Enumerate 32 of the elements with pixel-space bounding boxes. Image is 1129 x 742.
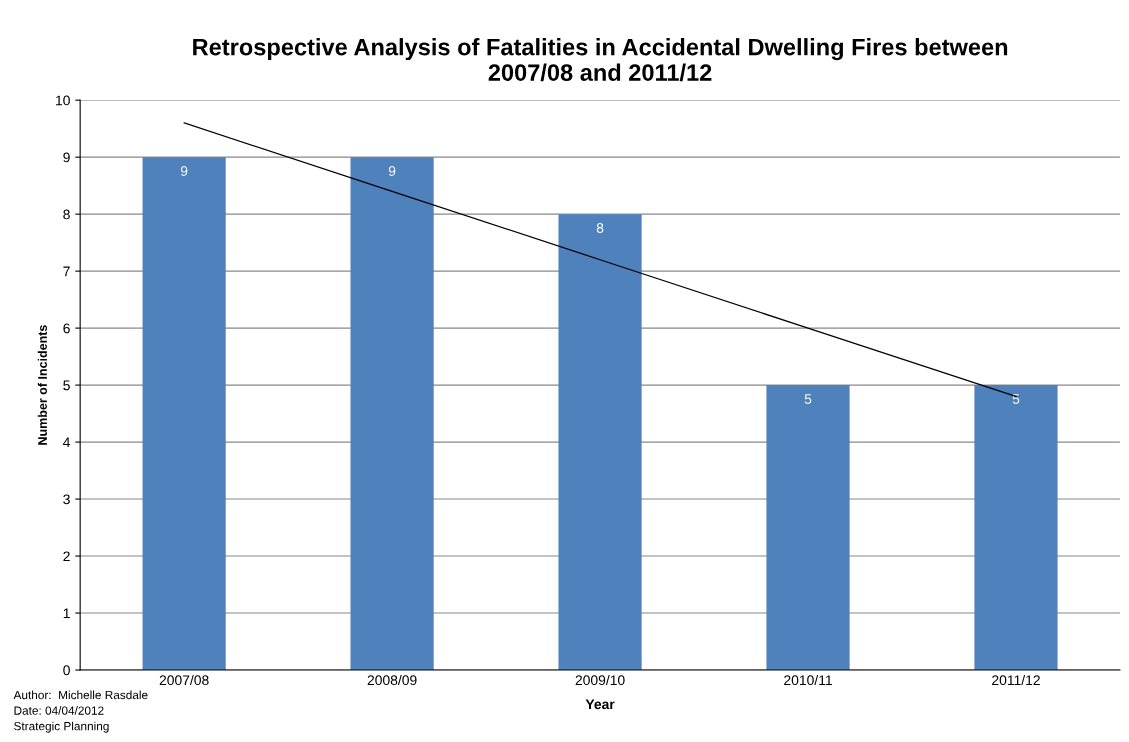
y-tick-label: 5 — [63, 380, 70, 391]
y-tick-label: 4 — [63, 437, 71, 448]
y-tick-label: 7 — [63, 266, 70, 277]
bar — [350, 157, 434, 671]
x-axis-title: Year — [585, 699, 615, 710]
text: Strategic Planning — [14, 721, 109, 733]
x-tick-label: 2009/10 — [575, 674, 625, 686]
x-tick-label: 2007/08 — [159, 674, 209, 686]
data-label: 9 — [388, 166, 396, 176]
y-tick-label: 8 — [63, 209, 70, 220]
y-tick-label: 0 — [63, 665, 70, 676]
text: Author: Michelle Rasdale — [13, 690, 148, 700]
y-tick-label: 2 — [63, 551, 70, 562]
data-label: 8 — [596, 223, 604, 233]
x-tick-label: 2008/09 — [367, 674, 417, 686]
chart-title: Retrospective Analysis of Fatalities in Accidental Dwelling Fires between 2007/08 and 2011/12 — [193, 38, 1008, 82]
data-label: 5 — [804, 394, 812, 404]
y-axis-title: Number of Incidents — [37, 325, 47, 445]
bar — [558, 214, 642, 671]
y-tick-label: 6 — [63, 323, 70, 334]
y-tick-label: 10 — [56, 95, 70, 106]
y-tick-label: 3 — [63, 494, 70, 505]
x-tick-label: 2010/11 — [784, 674, 832, 686]
y-tick-label: 1 — [63, 608, 70, 619]
data-label: 9 — [180, 166, 188, 176]
bar — [974, 385, 1058, 671]
bar — [142, 157, 226, 671]
data-label: 5 — [1012, 394, 1020, 404]
bar — [766, 385, 850, 671]
text: Date: 04/04/2012 — [14, 706, 104, 715]
x-tick-label: 2011/12 — [992, 674, 1040, 686]
y-tick-label: 9 — [63, 152, 70, 163]
